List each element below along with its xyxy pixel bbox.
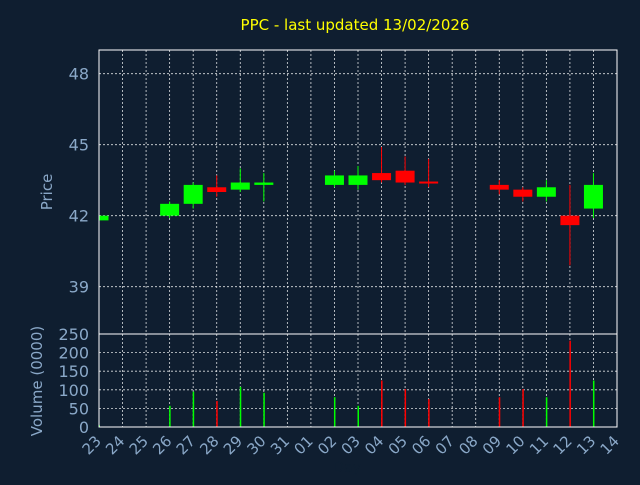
candle-body <box>583 184 603 209</box>
x-tick-label: 11 <box>526 432 552 458</box>
volume-bar-11 <box>545 397 548 427</box>
x-tick-label: 04 <box>361 432 387 458</box>
x-tick-label: 03 <box>338 432 364 458</box>
candle-27 <box>183 182 203 209</box>
x-tick-label: 28 <box>196 432 222 458</box>
x-ticks: 2324252627282930310102030405060708091011… <box>79 432 623 458</box>
x-tick-label: 26 <box>149 432 175 458</box>
candle-body <box>536 187 556 197</box>
volume-bar-02 <box>333 397 336 427</box>
candle-body <box>183 184 203 204</box>
volume-bar-04 <box>381 380 383 427</box>
price-tick-label: 39 <box>69 278 89 297</box>
x-tick-label: 14 <box>597 432 623 458</box>
volume-tick-label: 200 <box>58 344 89 363</box>
candle-body <box>489 184 509 190</box>
volume-bar-06 <box>428 399 430 427</box>
x-tick-label: 05 <box>385 432 411 458</box>
candle-13 <box>583 173 603 219</box>
x-tick-label: 25 <box>126 432 152 458</box>
volume-tick-label: 50 <box>69 399 89 418</box>
volume-tick-label: 250 <box>58 325 89 344</box>
candle-body <box>99 215 109 221</box>
volume-bar-05 <box>404 389 407 427</box>
candle-body <box>372 173 392 181</box>
candle-03 <box>348 165 368 190</box>
volume-bar-28 <box>216 400 218 427</box>
candle-10 <box>513 187 533 202</box>
volume-bar-03 <box>357 405 359 427</box>
candle-23 <box>98 213 109 223</box>
x-tick-label: 06 <box>408 432 434 458</box>
candle-body <box>348 175 368 185</box>
candle-body <box>254 182 274 185</box>
x-tick-label: 29 <box>220 432 246 458</box>
volume-bar-30 <box>263 392 265 427</box>
volume-axis-label: Volume (0000) <box>28 326 46 436</box>
candle-04 <box>372 147 392 183</box>
x-tick-label: 09 <box>479 432 505 458</box>
candle-11 <box>536 180 556 202</box>
candle-body <box>395 170 415 183</box>
candle-28 <box>207 175 227 197</box>
volume-bar-12 <box>569 340 571 427</box>
x-tick-label: 10 <box>502 432 528 458</box>
x-tick-label: 01 <box>291 432 317 458</box>
volume-bar-10 <box>522 389 524 427</box>
price-tick-label: 48 <box>69 65 89 84</box>
x-tick-label: 27 <box>173 432 199 458</box>
price-tick-label: 45 <box>69 136 89 155</box>
volume-tick-label: 0 <box>79 418 89 437</box>
candle-26 <box>160 201 180 219</box>
candle-12 <box>560 184 580 266</box>
volume-bar-26 <box>169 405 171 427</box>
price-y-ticks: 39 42 45 48 <box>69 65 89 297</box>
x-tick-label: 24 <box>102 432 128 458</box>
x-tick-label: 08 <box>455 432 481 458</box>
x-tick-label: 30 <box>243 432 269 458</box>
price-tick-label: 42 <box>69 207 89 226</box>
candle-body <box>513 189 533 197</box>
chart-axes <box>98 49 618 428</box>
x-tick-label: 12 <box>550 432 576 458</box>
volume-bar-27 <box>192 391 195 427</box>
candle-02 <box>324 170 344 188</box>
candle-29 <box>230 168 250 192</box>
x-tick-label: 13 <box>573 432 599 458</box>
candle-09 <box>489 180 509 195</box>
candle-body <box>160 203 180 216</box>
volume-bars <box>98 340 595 427</box>
candle-body <box>324 175 344 185</box>
x-tick-label: 02 <box>314 432 340 458</box>
candle-05 <box>395 156 415 185</box>
x-tick-label: 07 <box>432 432 458 458</box>
volume-bar-13 <box>592 380 595 427</box>
candle-06 <box>419 158 439 188</box>
volume-tick-label: 150 <box>58 362 89 381</box>
volume-tick-label: 100 <box>58 381 89 400</box>
candle-body <box>207 187 227 192</box>
volume-bar-09 <box>498 397 501 427</box>
candle-body <box>419 181 439 184</box>
candle-body <box>560 215 580 226</box>
chart-title: PPC - last updated 13/02/2026 <box>241 16 470 34</box>
candle-body <box>230 182 250 190</box>
price-candles <box>98 147 603 266</box>
volume-plot-frame <box>98 333 618 428</box>
candle-30 <box>254 173 274 202</box>
x-tick-label: 31 <box>267 432 293 458</box>
volume-bar-29 <box>239 386 242 427</box>
x-axis-label: Day <box>333 460 361 476</box>
price-axis-label: Price <box>38 174 56 211</box>
